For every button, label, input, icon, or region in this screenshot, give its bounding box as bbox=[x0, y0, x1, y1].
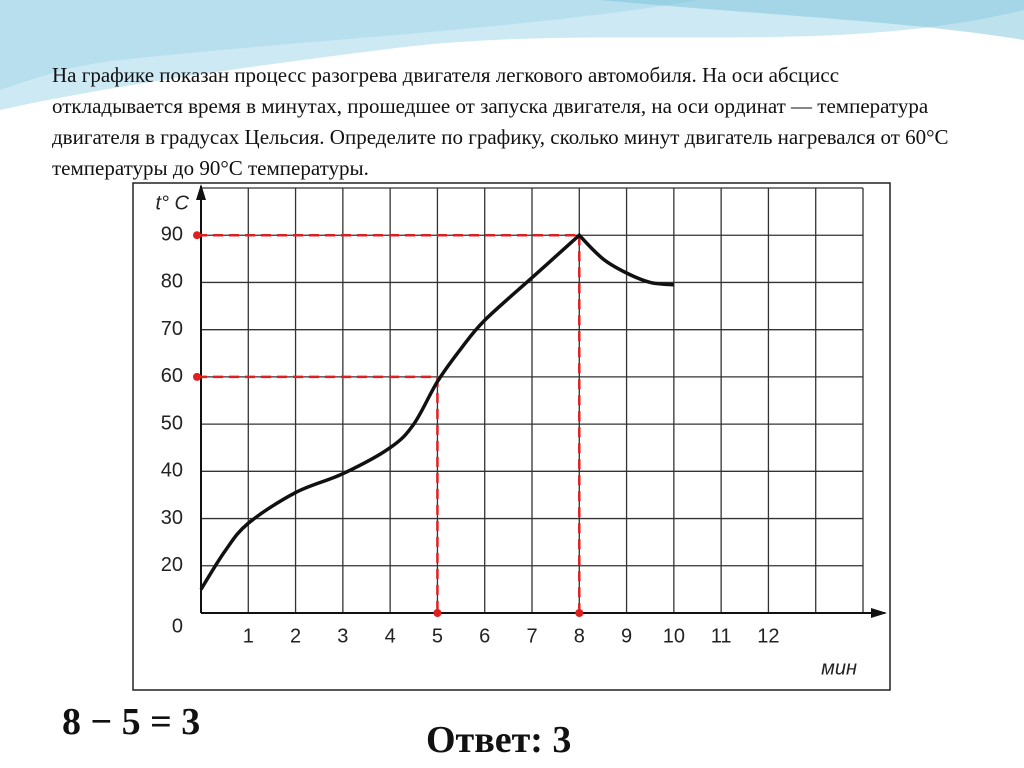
y-tick-label: 20 bbox=[161, 554, 183, 576]
data-line bbox=[199, 232, 675, 591]
x-tick-label: 7 bbox=[526, 625, 537, 647]
x-tick-label: 6 bbox=[479, 625, 490, 647]
y-tick-label: 90 bbox=[161, 224, 183, 246]
x-tick-label: 8 bbox=[574, 625, 585, 647]
x-tick-label: 4 bbox=[385, 625, 396, 647]
y-tick-label: 30 bbox=[161, 507, 183, 529]
x-tick-label: 10 bbox=[663, 625, 685, 647]
y-axis-arrow bbox=[196, 184, 206, 200]
x-tick-label: 9 bbox=[621, 625, 632, 647]
x-tick-label: 3 bbox=[337, 625, 348, 647]
answer: Ответ: 3 bbox=[426, 719, 572, 761]
y-tick-label: 40 bbox=[161, 460, 183, 482]
guide-dot bbox=[433, 609, 442, 617]
origin-label: 0 bbox=[172, 615, 183, 637]
question: На графике показан процесс разогрева дви… bbox=[52, 63, 949, 180]
wave bbox=[600, 0, 1024, 40]
guide-dot bbox=[193, 231, 201, 240]
chart-frame bbox=[132, 182, 891, 691]
x-axis-arrow bbox=[871, 608, 887, 618]
solution: 8 − 5 = 3 bbox=[62, 701, 201, 743]
y-tick-label: 80 bbox=[161, 271, 183, 293]
x-tick-label: 11 bbox=[711, 625, 732, 647]
x-tick-label: 5 bbox=[432, 625, 443, 647]
y-tick-label: 60 bbox=[161, 365, 183, 387]
guide-dot bbox=[575, 609, 584, 617]
x-tick-label: 1 bbox=[243, 625, 254, 647]
guide-dot bbox=[193, 372, 201, 381]
x-tick-label: 2 bbox=[290, 625, 301, 647]
y-axis-label: t° C bbox=[155, 192, 189, 214]
y-tick-label: 50 bbox=[161, 412, 183, 434]
x-axis-label: мин bbox=[821, 657, 857, 679]
y-tick-label: 70 bbox=[161, 318, 183, 340]
wave bbox=[0, 0, 700, 90]
x-tick-label: 12 bbox=[757, 625, 779, 647]
